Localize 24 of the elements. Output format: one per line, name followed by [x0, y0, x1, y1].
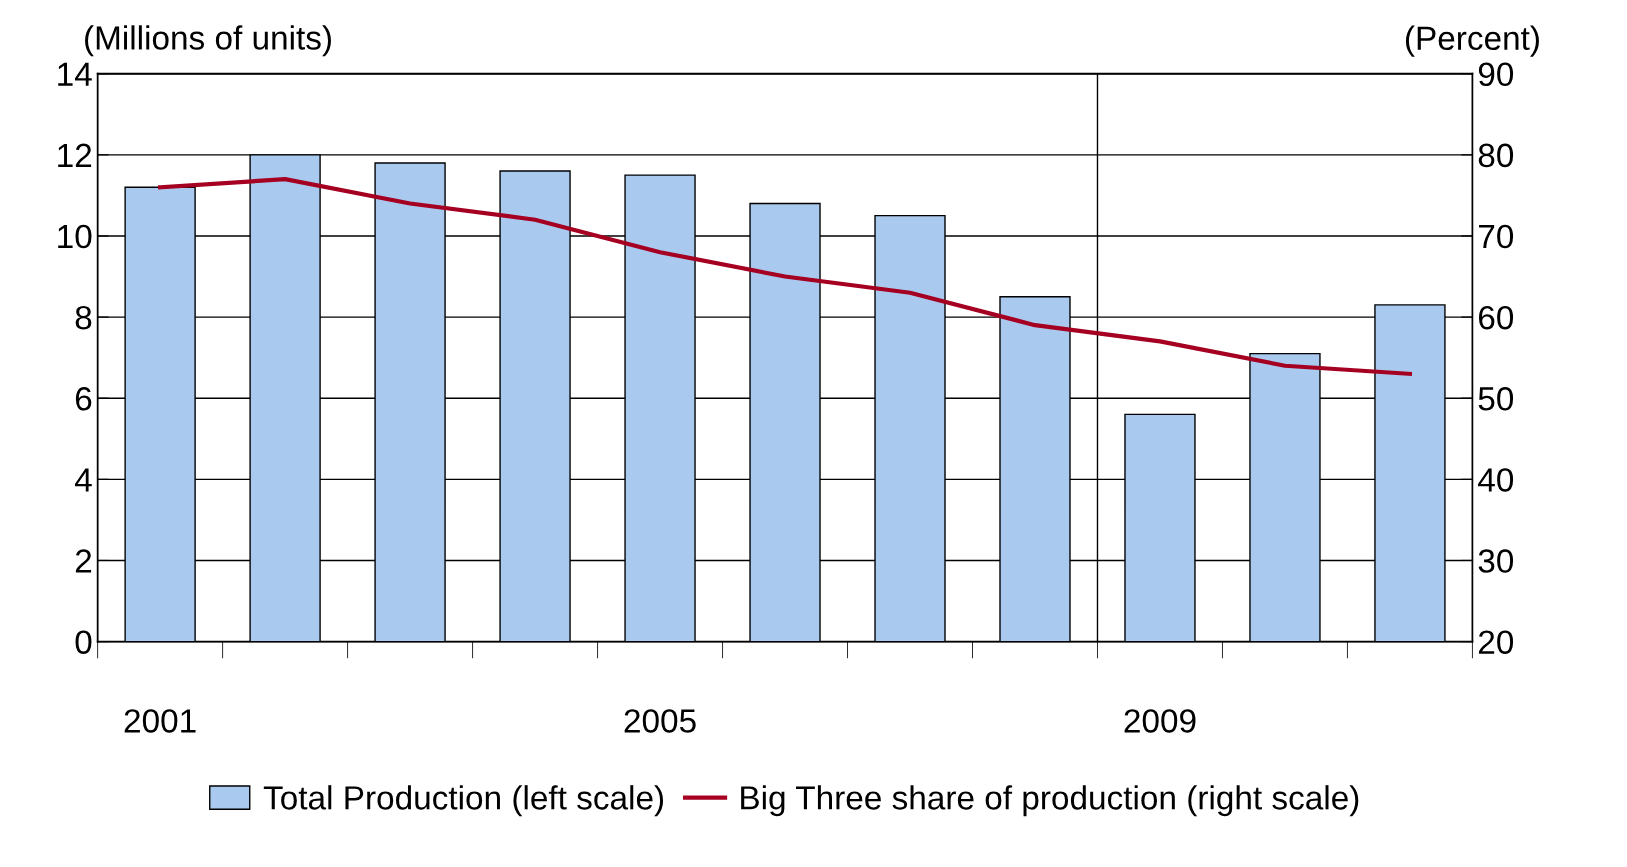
y-axis-title: (Millions of units) — [85, 25, 331, 57]
y-tick-label: 12 — [58, 143, 92, 167]
y-tick-label: 8 — [75, 305, 92, 330]
x-tick-label: 2009 — [1124, 709, 1196, 733]
x-tick-label: 2005 — [624, 709, 696, 733]
y2-tick-label: 50 — [1478, 387, 1514, 411]
y2-tick-label: 40 — [1478, 468, 1514, 492]
y2-tick-label: 70 — [1479, 224, 1514, 249]
y-tick-label: 10 — [58, 224, 92, 249]
x-tick-label: 2001 — [124, 709, 196, 733]
y2-tick-label: 90 — [1478, 62, 1514, 87]
y-tick-label: 2 — [75, 549, 92, 573]
y2-tick-label: 30 — [1478, 549, 1514, 573]
y-tick-label: 6 — [75, 387, 92, 411]
legend-label: Big Three share of production (right scale) — [741, 785, 1359, 817]
legend-label: Total Production (left scale) — [263, 785, 664, 817]
y2-axis-title: (Percent) — [1405, 25, 1539, 57]
y-tick-label: 0 — [75, 630, 92, 654]
y2-tick-label: 60 — [1478, 305, 1514, 330]
y2-tick-label: 80 — [1478, 143, 1514, 168]
y2-tick-label: 20 — [1478, 630, 1514, 654]
y-tick-label: 4 — [74, 468, 92, 492]
line-series — [158, 177, 1413, 376]
y-tick-label: 14 — [58, 62, 92, 86]
